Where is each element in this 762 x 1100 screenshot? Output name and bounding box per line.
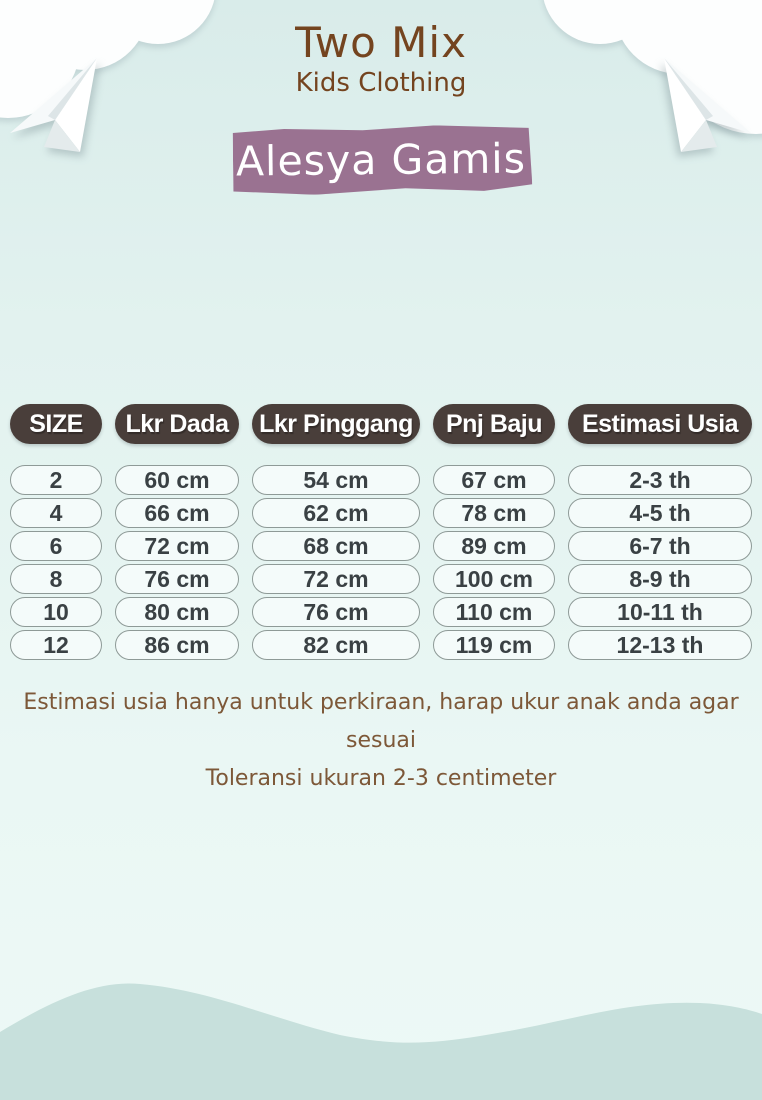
table-cell: 110 cm bbox=[433, 597, 555, 627]
table-cell: 10 bbox=[10, 597, 102, 627]
table-cell: 10-11 th bbox=[568, 597, 752, 627]
table-cell: 8-9 th bbox=[568, 564, 752, 594]
paper-plane-icon bbox=[10, 58, 97, 152]
table-cell: 86 cm bbox=[115, 630, 239, 660]
table-cell: 2 bbox=[10, 465, 102, 495]
table-cell: 54 cm bbox=[252, 465, 420, 495]
product-banner: Alesya Gamis bbox=[230, 124, 533, 195]
brand-title: Two Mix bbox=[295, 18, 467, 67]
table-cell: 76 cm bbox=[115, 564, 239, 594]
table-cell: 66 cm bbox=[115, 498, 239, 528]
table-cell: 4-5 th bbox=[568, 498, 752, 528]
table-cell: 6 bbox=[10, 531, 102, 561]
brand-subtitle: Kids Clothing bbox=[295, 68, 467, 98]
footnote-line-1: Estimasi usia hanya untuk perkiraan, har… bbox=[23, 690, 739, 753]
table-cell: 67 cm bbox=[433, 465, 555, 495]
table-cell: 60 cm bbox=[115, 465, 239, 495]
table-cell: 78 cm bbox=[433, 498, 555, 528]
table-cell: 72 cm bbox=[252, 564, 420, 594]
table-cell: 72 cm bbox=[115, 531, 239, 561]
table-cell: 119 cm bbox=[433, 630, 555, 660]
table-cell: 4 bbox=[10, 498, 102, 528]
table-cell: 100 cm bbox=[433, 564, 555, 594]
brand-header: Two Mix Kids Clothing bbox=[0, 18, 762, 99]
table-cell: 80 cm bbox=[115, 597, 239, 627]
product-name: Alesya Gamis bbox=[235, 134, 527, 186]
table-cell: 68 cm bbox=[252, 531, 420, 561]
table-cell: 12 bbox=[10, 630, 102, 660]
table-cell: 8 bbox=[10, 564, 102, 594]
wave-decoration bbox=[0, 983, 762, 1100]
footnote-line-2: Toleransi ukuran 2-3 centimeter bbox=[205, 766, 557, 791]
table-cell: 62 cm bbox=[252, 498, 420, 528]
table-cell: 12-13 th bbox=[568, 630, 752, 660]
size-table: SIZE Lkr Dada Lkr Pinggang Pnj Baju Esti… bbox=[10, 404, 752, 663]
table-cell: 89 cm bbox=[433, 531, 555, 561]
table-header-pnj-baju: Pnj Baju bbox=[433, 404, 555, 444]
cloud-decoration bbox=[0, 0, 215, 118]
table-header-estimasi-usia: Estimasi Usia bbox=[568, 404, 752, 444]
table-cell: 82 cm bbox=[252, 630, 420, 660]
paper-plane-icon bbox=[664, 58, 751, 152]
table-header-lkr-dada: Lkr Dada bbox=[115, 404, 239, 444]
table-header-size: SIZE bbox=[10, 404, 102, 444]
table-header-lkr-pinggang: Lkr Pinggang bbox=[252, 404, 420, 444]
footnotes: Estimasi usia hanya untuk perkiraan, har… bbox=[0, 684, 762, 798]
table-cell: 76 cm bbox=[252, 597, 420, 627]
table-cell: 6-7 th bbox=[568, 531, 752, 561]
table-cell: 2-3 th bbox=[568, 465, 752, 495]
